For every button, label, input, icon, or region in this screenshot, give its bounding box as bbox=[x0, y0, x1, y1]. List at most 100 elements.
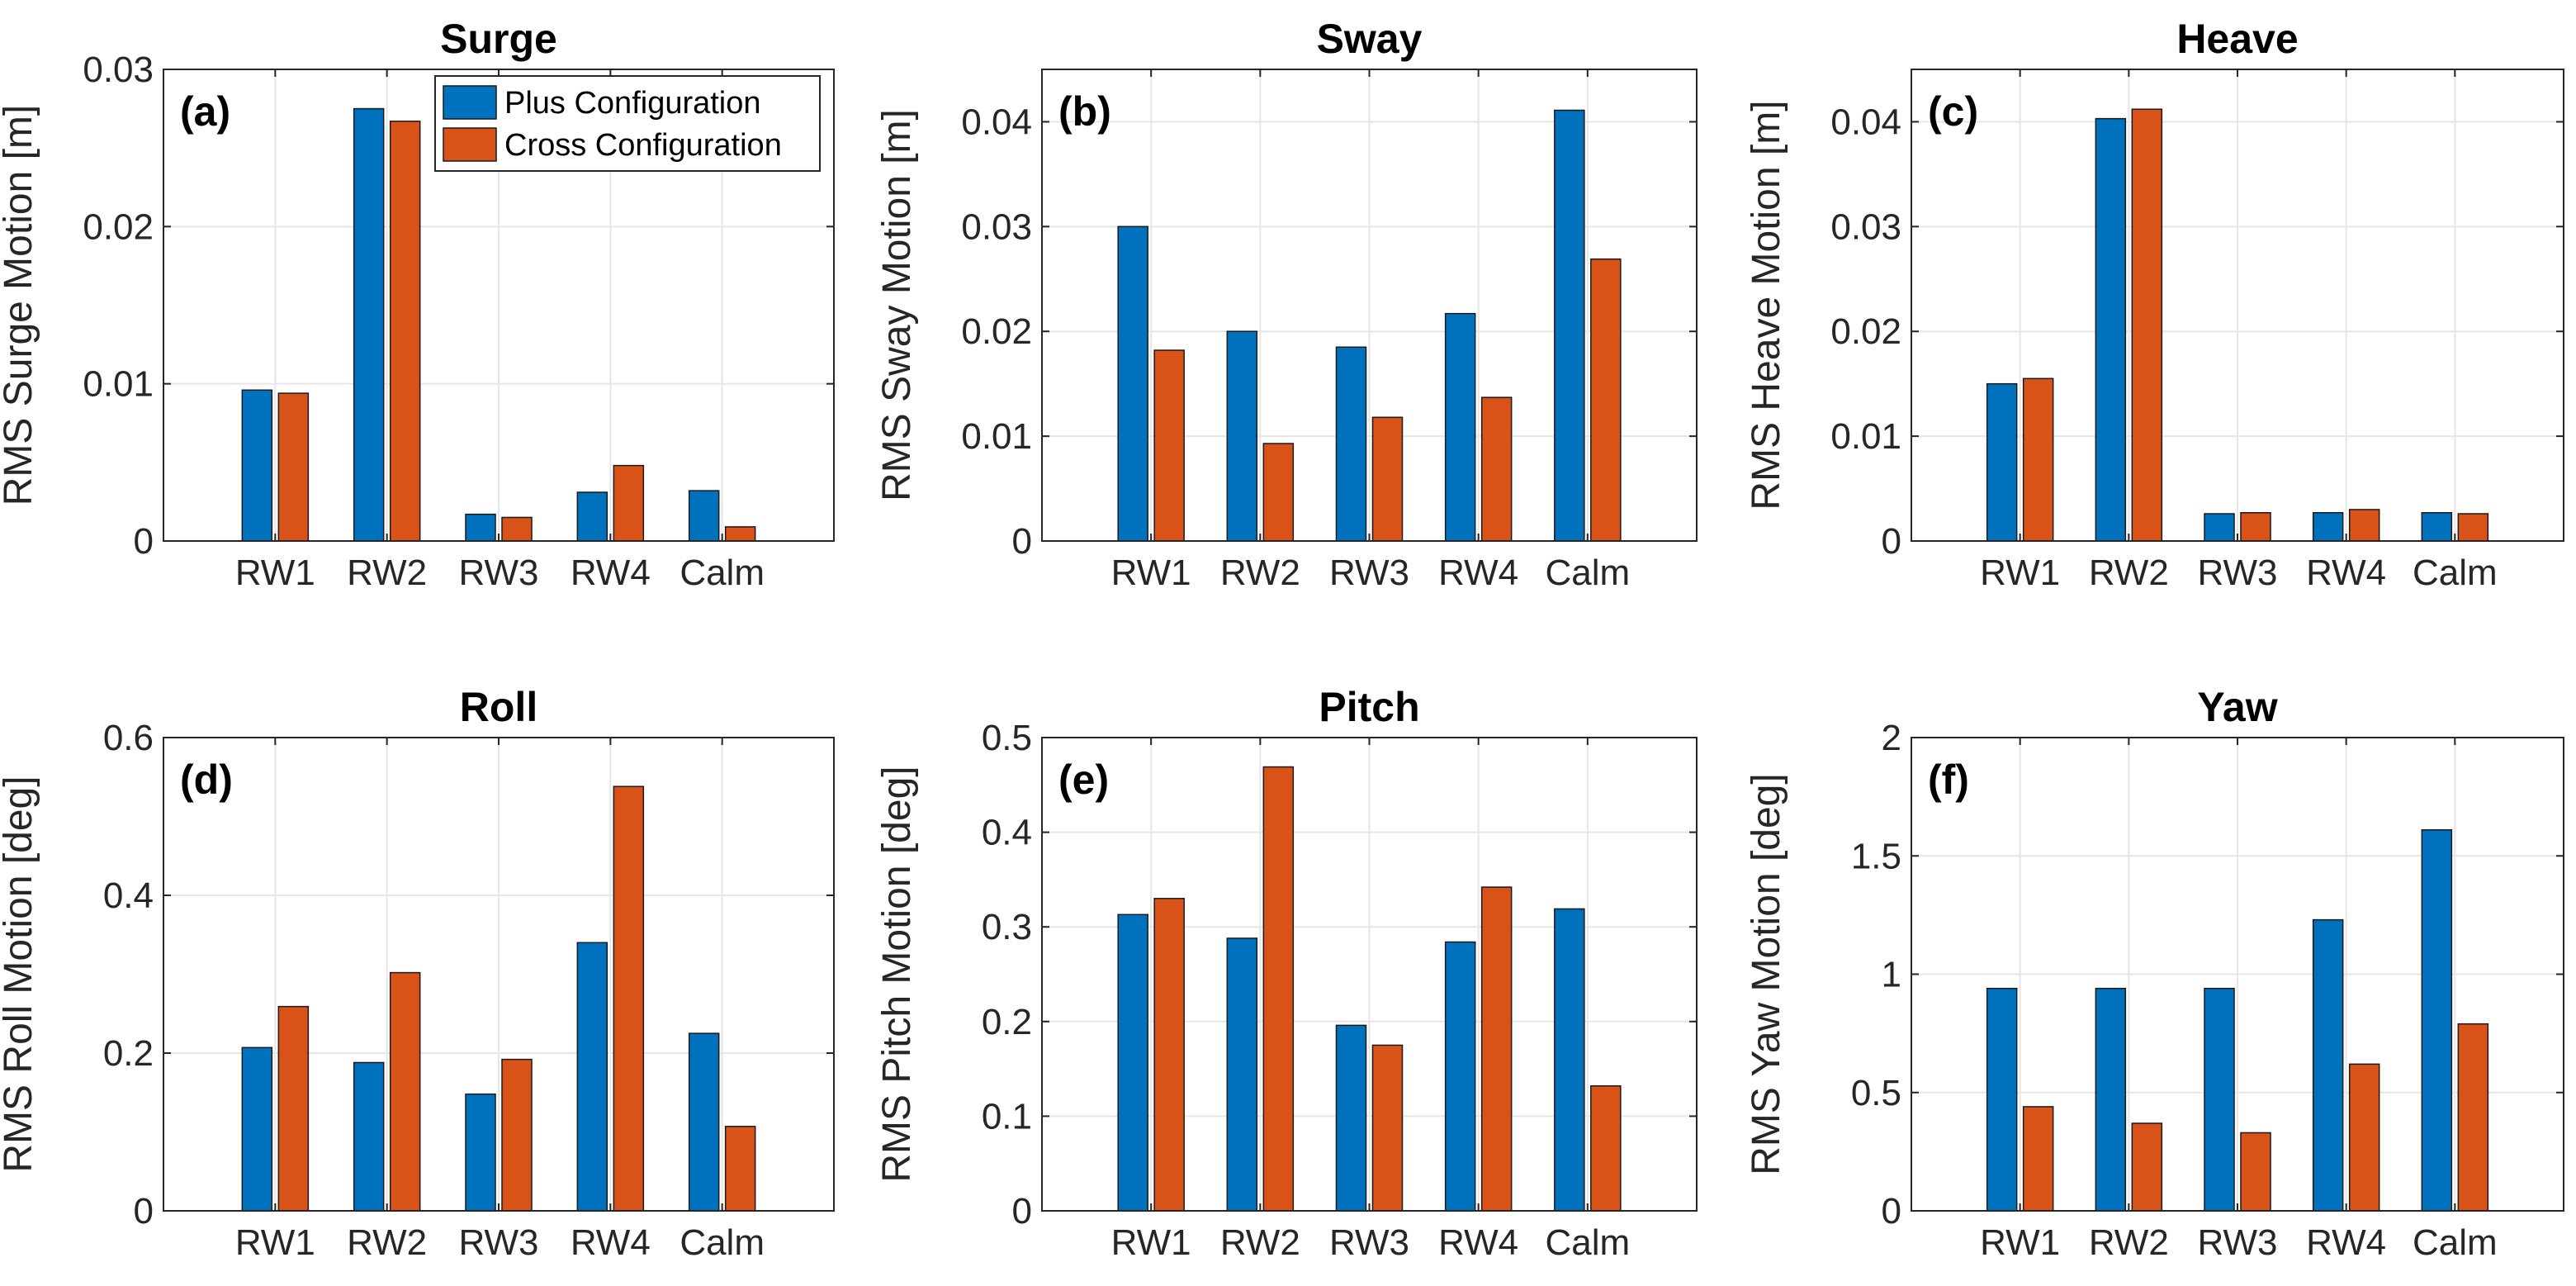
bar-cross-rw1 bbox=[277, 392, 310, 542]
x-tick-label: Calm bbox=[680, 1222, 765, 1263]
x-tick-label: RW4 bbox=[571, 1222, 651, 1263]
x-tick-label: RW4 bbox=[1438, 553, 1518, 593]
y-tick-label: 0.3 bbox=[982, 907, 1032, 947]
bar-cross-rw4 bbox=[2348, 1063, 2380, 1212]
x-tick-label: RW4 bbox=[2306, 1222, 2386, 1263]
bar-plus-rw4 bbox=[2312, 918, 2344, 1212]
x-tick-label: RW2 bbox=[347, 553, 427, 593]
chart-title: Surge bbox=[440, 16, 557, 62]
bar-cross-rw4 bbox=[613, 785, 645, 1212]
legend-label-plus: Plus Configuration bbox=[504, 86, 761, 121]
chart-panel-roll: 0 0.2 0.4 0.6 RW1 RW2 RW3 RW4 Calm Roll (d) RMS Rol… bbox=[0, 684, 835, 1263]
bar-plus-calm bbox=[2421, 828, 2453, 1212]
bar-plus-rw1 bbox=[241, 389, 273, 542]
y-tick-label: 0.02 bbox=[961, 311, 1032, 352]
x-tick-label: RW4 bbox=[2306, 553, 2386, 593]
x-tick-label: RW2 bbox=[2089, 553, 2169, 593]
y-axis-label: RMS Pitch Motion [deg] bbox=[875, 766, 919, 1182]
legend-label-cross: Cross Configuration bbox=[504, 128, 782, 163]
bar-cross-rw2 bbox=[1262, 766, 1295, 1212]
bar-cross-rw3 bbox=[2240, 511, 2271, 542]
x-tick-label: RW4 bbox=[1438, 1222, 1518, 1263]
y-tick-label: 0.01 bbox=[1830, 416, 1901, 457]
x-tick-label: Calm bbox=[2413, 553, 2498, 593]
x-tick-label: Calm bbox=[2413, 1222, 2498, 1263]
bar-cross-rw1 bbox=[1153, 898, 1185, 1212]
bar-plus-rw2 bbox=[2095, 987, 2127, 1212]
panel-letter: (c) bbox=[1928, 88, 1978, 135]
bar-cross-rw4 bbox=[1480, 886, 1513, 1212]
bar-plus-rw4 bbox=[2312, 511, 2344, 542]
bar-cross-calm bbox=[2457, 513, 2489, 542]
bar-plus-rw3 bbox=[2204, 513, 2235, 542]
bar-plus-rw2 bbox=[353, 1061, 385, 1212]
bar-cross-rw4 bbox=[2348, 509, 2380, 542]
bar-plus-rw3 bbox=[1335, 1024, 1367, 1212]
bar-plus-rw4 bbox=[1444, 312, 1476, 542]
bar-plus-rw2 bbox=[2095, 117, 2127, 542]
legend-box bbox=[434, 75, 821, 172]
panel-letter: (e) bbox=[1058, 757, 1109, 803]
y-tick-label: 0.03 bbox=[1830, 206, 1901, 247]
chart-title: Yaw bbox=[2197, 684, 2277, 730]
x-tick-label: RW3 bbox=[2198, 553, 2278, 593]
bar-plus-rw3 bbox=[2204, 987, 2235, 1212]
chart-panel-sway: 0 0.01 0.02 0.03 0.04 RW1 RW2 RW3 RW4 Calm Sway (b)… bbox=[875, 16, 1698, 593]
bar-plus-calm bbox=[688, 1032, 720, 1212]
chart-panel-yaw: 0 0.5 1 1.5 2 RW1 RW2 RW3 RW4 Calm Yaw (f) RMS Yaw M… bbox=[1745, 684, 2564, 1263]
y-tick-label: 0.5 bbox=[982, 718, 1032, 758]
y-tick-label: 0 bbox=[134, 1191, 154, 1231]
y-axis-label: RMS Sway Motion [m] bbox=[875, 109, 919, 501]
bar-cross-calm bbox=[1590, 258, 1622, 542]
x-tick-label: RW1 bbox=[1980, 1222, 2060, 1263]
x-tick-label: RW3 bbox=[1329, 1222, 1409, 1263]
bar-cross-rw3 bbox=[1371, 1044, 1404, 1212]
bar-plus-rw1 bbox=[1117, 913, 1148, 1212]
bar-plus-rw1 bbox=[1986, 987, 2018, 1212]
bar-plus-calm bbox=[1554, 908, 1585, 1212]
panel-letter: (d) bbox=[180, 757, 233, 803]
chart-panel-pitch: 0 0.1 0.2 0.3 0.4 0.5 RW1 RW2 RW3 RW4 Calm Pitch (e)… bbox=[875, 684, 1698, 1263]
y-axis-label: RMS Heave Motion [m] bbox=[1745, 100, 1788, 510]
bar-plus-rw3 bbox=[465, 1093, 496, 1212]
bar-plus-rw1 bbox=[1986, 382, 2018, 542]
y-tick-label: 0.2 bbox=[982, 1002, 1032, 1042]
y-tick-label: 0.02 bbox=[83, 206, 154, 247]
x-tick-label: RW2 bbox=[1220, 1222, 1300, 1263]
bar-plus-rw1 bbox=[241, 1046, 273, 1212]
x-tick-label: RW3 bbox=[459, 1222, 539, 1263]
x-tick-label: RW2 bbox=[347, 1222, 427, 1263]
x-tick-label: RW3 bbox=[2198, 1222, 2278, 1263]
bar-plus-rw4 bbox=[576, 942, 608, 1212]
bar-plus-rw2 bbox=[1226, 937, 1258, 1212]
bar-cross-rw4 bbox=[1480, 396, 1513, 542]
y-tick-label: 0.01 bbox=[83, 364, 154, 405]
y-axis-label: RMS Surge Motion [m] bbox=[0, 105, 40, 505]
y-tick-label: 0.01 bbox=[961, 416, 1032, 457]
y-tick-label: 0 bbox=[1012, 521, 1032, 562]
bar-cross-rw3 bbox=[2240, 1132, 2271, 1212]
panels-group: 0 0.01 0.02 0.03 RW1 RW2 RW3 RW4 Calm Surge (a) RMS… bbox=[0, 16, 2564, 1263]
y-tick-label: 0.4 bbox=[982, 813, 1032, 853]
y-tick-label: 2 bbox=[1882, 718, 1901, 758]
y-tick-label: 1.5 bbox=[1851, 836, 1901, 876]
y-tick-label: 0 bbox=[1882, 1191, 1901, 1231]
y-tick-label: 0.5 bbox=[1851, 1073, 1901, 1113]
bar-plus-rw3 bbox=[465, 513, 496, 542]
bar-cross-rw2 bbox=[2131, 1122, 2163, 1212]
bar-cross-rw1 bbox=[277, 1005, 310, 1212]
y-tick-label: 0 bbox=[1882, 521, 1901, 562]
legend-swatch-plus bbox=[443, 85, 497, 120]
y-axis-label: RMS Roll Motion [deg] bbox=[0, 776, 40, 1172]
y-tick-label: 0.04 bbox=[1830, 102, 1901, 142]
y-tick-label: 0.4 bbox=[103, 876, 154, 916]
bar-cross-rw3 bbox=[1371, 416, 1404, 542]
bar-cross-calm bbox=[1590, 1084, 1622, 1212]
bar-cross-rw3 bbox=[501, 516, 533, 542]
chart-title: Roll bbox=[460, 684, 537, 730]
y-tick-label: 0.2 bbox=[103, 1033, 154, 1074]
bar-cross-rw2 bbox=[1262, 443, 1295, 542]
x-tick-label: Calm bbox=[1545, 1222, 1630, 1263]
bar-cross-rw2 bbox=[2131, 108, 2163, 542]
